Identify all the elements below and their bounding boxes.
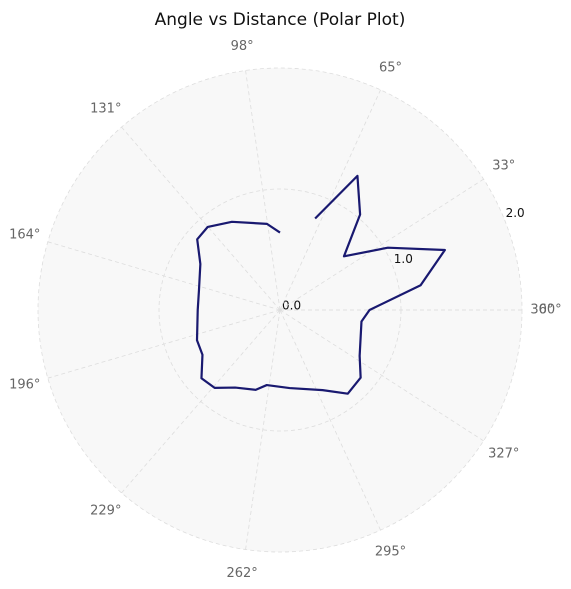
chart-title: Angle vs Distance (Polar Plot) xyxy=(155,10,406,30)
r-tick-label: 2.0 xyxy=(506,206,525,220)
grid-spoke xyxy=(47,309,281,379)
angle-tick-label: 262° xyxy=(226,566,257,581)
grid-spoke xyxy=(121,126,281,311)
angle-tick-label: 229° xyxy=(90,504,121,519)
angle-tick-label: 360° xyxy=(530,303,561,318)
angle-tick-label: 131° xyxy=(90,101,121,116)
grid-spoke xyxy=(245,309,281,550)
r-tick-label: 1.0 xyxy=(394,252,413,266)
grid-spoke xyxy=(47,241,281,311)
grid-spoke xyxy=(279,89,381,311)
angle-tick-label: 33° xyxy=(492,159,515,174)
angle-tick-label: 65° xyxy=(379,61,402,76)
data-line xyxy=(195,174,446,395)
grid-spoke xyxy=(121,309,281,494)
angle-tick-label: 327° xyxy=(488,446,519,461)
r-tick-label: 0.0 xyxy=(282,299,301,313)
angle-tick-label: 164° xyxy=(9,228,40,243)
angle-tick-label: 0° xyxy=(539,303,554,318)
grid-spoke xyxy=(279,178,484,311)
angle-tick-label: 196° xyxy=(9,377,40,392)
grid-spoke xyxy=(279,309,484,442)
grid-spoke xyxy=(279,309,381,531)
grid-spoke xyxy=(245,70,281,311)
angle-tick-label: 98° xyxy=(231,39,254,54)
angle-tick-label: 295° xyxy=(375,544,406,559)
